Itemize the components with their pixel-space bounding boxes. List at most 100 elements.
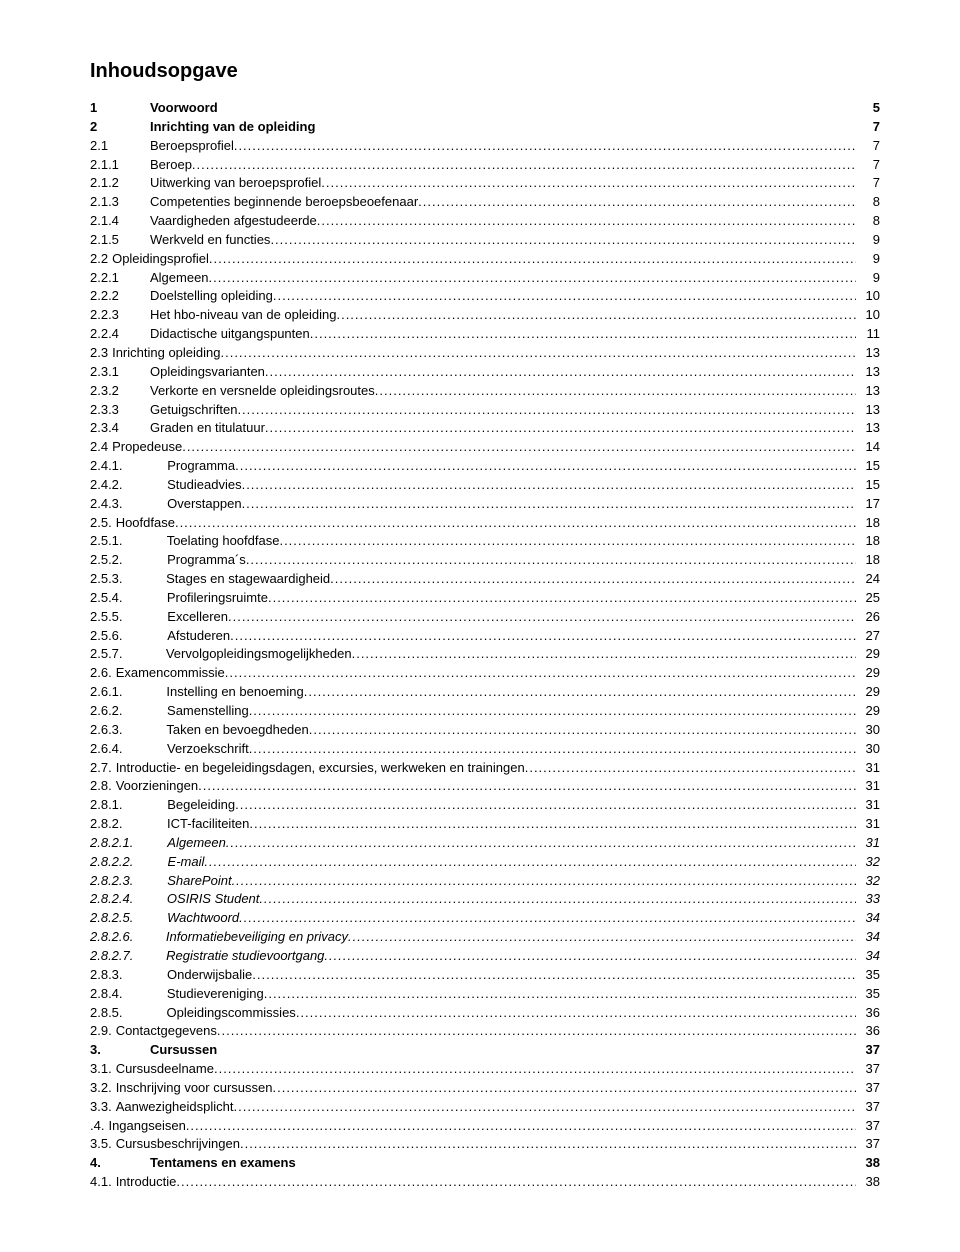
toc-entry-page: 13 xyxy=(856,382,880,401)
toc-leader-dots: ........................................… xyxy=(192,156,856,175)
toc-entry: .4.Ingangseisen.........................… xyxy=(90,1117,880,1136)
toc-leader-dots: ........................................… xyxy=(418,193,856,212)
toc-entry-label: Afstuderen xyxy=(167,627,230,646)
toc-entry-number: 3. xyxy=(90,1041,150,1060)
toc-entry-number: 2.5. xyxy=(90,514,112,533)
toc-entry-label: Excelleren xyxy=(167,608,228,627)
toc-entry-number: 2.3.1 xyxy=(90,363,150,382)
toc-entry-page: 18 xyxy=(856,532,880,551)
toc-leader-dots: ........................................… xyxy=(237,401,856,420)
toc-entry-number: 2.8.2.7. xyxy=(90,947,160,966)
toc-entry: 4.1.Introductie.........................… xyxy=(90,1173,880,1192)
toc-entry-number: 2.4.3. xyxy=(90,495,160,514)
toc-leader-dots: ........................................… xyxy=(336,306,856,325)
toc-entry-page: 18 xyxy=(856,514,880,533)
toc-entry-number: 2.5.2. xyxy=(90,551,160,570)
toc-entry-page: 37 xyxy=(856,1079,880,1098)
toc-entry-number: 2.8.3. xyxy=(90,966,160,985)
toc-leader-dots: ........................................… xyxy=(217,1022,856,1041)
toc-entry-page: 29 xyxy=(856,664,880,683)
toc-leader-dots: ........................................… xyxy=(317,212,856,231)
toc-entry-page: 8 xyxy=(856,212,880,231)
toc-entry-number: 2.2.3 xyxy=(90,306,150,325)
toc-entry-number: 2.2.2 xyxy=(90,287,150,306)
toc-leader-dots: ........................................… xyxy=(235,796,856,815)
toc-entry-label: Tentamens en examens xyxy=(150,1154,296,1173)
toc-entry-number: 2.1.4 xyxy=(90,212,150,231)
toc-entry-page: 35 xyxy=(856,985,880,1004)
toc-entry-number: 2.8.2.2. xyxy=(90,853,160,872)
toc-entry-number: 3.3. xyxy=(90,1098,112,1117)
toc-entry-number: 2.8.4. xyxy=(90,985,160,1004)
toc-entry: 3.Cursussen37 xyxy=(90,1041,880,1060)
toc-entry-page: 37 xyxy=(856,1060,880,1079)
toc-entry-label: Cursusdeelname xyxy=(116,1060,214,1079)
toc-entry: 2.8.2.7.Registratie studievoortgang.....… xyxy=(90,947,880,966)
toc-leader-dots: ........................................… xyxy=(242,495,856,514)
toc-entry-page: 36 xyxy=(856,1004,880,1023)
toc-leader-dots: ........................................… xyxy=(249,740,856,759)
toc-entry-page: 36 xyxy=(856,1022,880,1041)
toc-entry-number: 2.1.2 xyxy=(90,174,150,193)
toc-entry: 2.6.1.Instelling en benoeming...........… xyxy=(90,683,880,702)
toc-leader-dots: ........................................… xyxy=(310,325,856,344)
toc-entry-number: 2.1.3 xyxy=(90,193,150,212)
toc-entry-page: 32 xyxy=(856,872,880,891)
toc-entry: 2.5.4.Profileringsruimte................… xyxy=(90,589,880,608)
toc-entry-number: 2 xyxy=(90,118,150,137)
toc-entry-label: Overstappen xyxy=(167,495,241,514)
toc-entry: 2.8.Voorzieningen.......................… xyxy=(90,777,880,796)
toc-entry-label: Voorwoord xyxy=(150,99,218,118)
toc-entry-label: Taken en bevoegdheden xyxy=(166,721,308,740)
toc-leader-dots: ........................................… xyxy=(175,514,856,533)
toc-entry-number: 2.4 xyxy=(90,438,108,457)
toc-leader-dots: ........................................… xyxy=(246,551,856,570)
toc-leader-dots: ........................................… xyxy=(239,909,856,928)
toc-entry: 2.4.1.Programma.........................… xyxy=(90,457,880,476)
toc-entry-label: Inrichting van de opleiding xyxy=(150,118,315,137)
toc-entry-page: 27 xyxy=(856,627,880,646)
toc-entry-label: ICT-faciliteiten xyxy=(167,815,249,834)
toc-entry-page: 17 xyxy=(856,495,880,514)
toc-leader-dots: ........................................… xyxy=(352,645,856,664)
toc-entry-label: Voorzieningen xyxy=(116,777,198,796)
toc-entry: 2.6.Examencommissie.....................… xyxy=(90,664,880,683)
toc-entry: 2.1.4Vaardigheden afgestudeerde.........… xyxy=(90,212,880,231)
toc-entry-page: 34 xyxy=(856,928,880,947)
toc-entry-page: 10 xyxy=(856,287,880,306)
toc-entry: 2.4.2.Studieadvies......................… xyxy=(90,476,880,495)
toc-entry: 2.3.3Getuigschriften....................… xyxy=(90,401,880,420)
toc-entry-page: 10 xyxy=(856,306,880,325)
toc-entry-number: 2.3.3 xyxy=(90,401,150,420)
toc-leader-dots: ........................................… xyxy=(225,664,856,683)
toc-entry-number: 2.6.4. xyxy=(90,740,160,759)
toc-entry-page: 15 xyxy=(856,476,880,495)
toc-entry-label: Didactische uitgangspunten xyxy=(150,325,310,344)
toc-entry-label: SharePoint xyxy=(167,872,231,891)
toc-entry-number: 4. xyxy=(90,1154,150,1173)
toc-entry-label: Vervolgopleidingsmogelijkheden xyxy=(166,645,352,664)
toc-entry-label: Verkorte en versnelde opleidingsroutes xyxy=(150,382,375,401)
toc-entry: 2.5.1.Toelating hoofdfase...............… xyxy=(90,532,880,551)
toc-entry-page: 29 xyxy=(856,645,880,664)
toc-entry-number: 2.8.2.3. xyxy=(90,872,160,891)
toc-entry: 2.2.4Didactische uitgangspunten.........… xyxy=(90,325,880,344)
toc-leader-dots: ........................................… xyxy=(234,137,856,156)
toc-entry-page: 31 xyxy=(856,815,880,834)
toc-entry-number: 2.5.4. xyxy=(90,589,160,608)
toc-entry-label: Vaardigheden afgestudeerde xyxy=(150,212,317,231)
toc-entry-label: Onderwijsbalie xyxy=(167,966,252,985)
toc-leader-dots: ........................................… xyxy=(240,1135,856,1154)
toc-entry-number: 2.1 xyxy=(90,137,150,156)
toc-entry-number: 1 xyxy=(90,99,150,118)
toc-entry-page: 7 xyxy=(856,156,880,175)
toc-entry-label: Algemeen xyxy=(150,269,209,288)
toc-entry-label: Algemeen xyxy=(167,834,226,853)
toc-leader-dots: ........................................… xyxy=(375,382,856,401)
toc-entry: 2.1.5Werkveld en functies...............… xyxy=(90,231,880,250)
toc-entry-page: 29 xyxy=(856,702,880,721)
toc-leader-dots: ........................................… xyxy=(214,1060,856,1079)
toc-entry-label: Inrichting opleiding xyxy=(112,344,220,363)
toc-entry-page: 31 xyxy=(856,777,880,796)
toc-entry-label: Samenstelling xyxy=(167,702,249,721)
